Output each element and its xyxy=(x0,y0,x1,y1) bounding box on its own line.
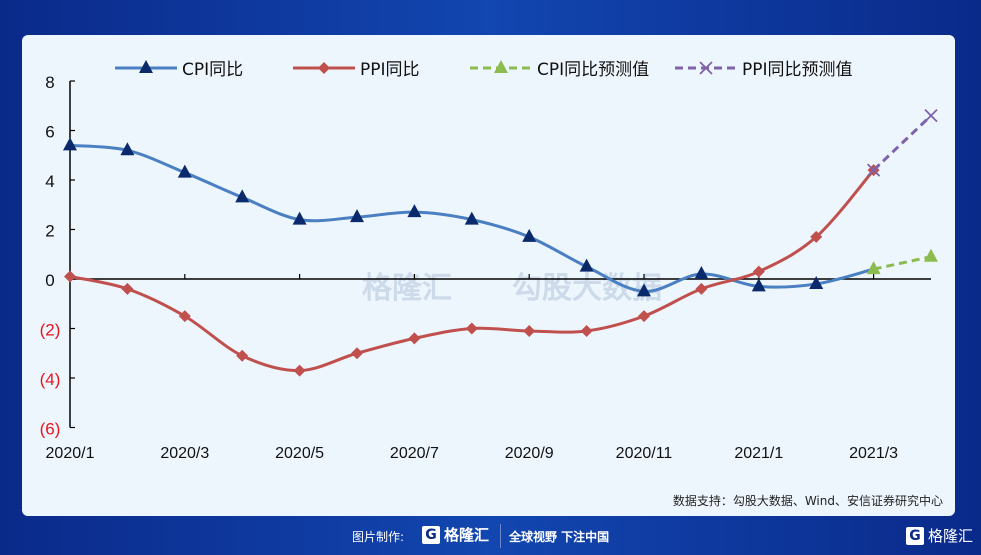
y-tick-label: 8 xyxy=(45,73,54,92)
x-tick-label: 2021/3 xyxy=(849,445,898,462)
data-point-0 xyxy=(350,209,364,223)
data-point-1 xyxy=(236,349,249,362)
y-tick-label: 6 xyxy=(45,123,54,142)
x-tick-label: 2020/11 xyxy=(616,445,673,462)
data-point-1 xyxy=(810,230,823,243)
y-tick-label: 2 xyxy=(45,222,54,241)
y-tick-label: (2) xyxy=(40,321,61,340)
data-point-1 xyxy=(178,310,191,323)
source-note: 数据支持：勾股大数据、Wind、安信证券研究中心 xyxy=(672,494,943,508)
g-logo-icon: G xyxy=(422,525,440,544)
x-tick-label: 2020/3 xyxy=(160,445,209,462)
data-point-0 xyxy=(694,266,709,280)
data-point-0 xyxy=(63,137,77,151)
data-point-2 xyxy=(866,261,881,275)
data-point-1 xyxy=(465,322,478,335)
data-point-0 xyxy=(120,142,135,156)
watermark-brand: 格隆汇 xyxy=(362,271,452,306)
y-tick-label: 4 xyxy=(45,172,54,191)
data-point-0 xyxy=(579,258,594,272)
footer-logo: G 格隆汇 xyxy=(422,524,489,545)
legend-marker xyxy=(494,60,508,73)
footer-bar: 图片制作: G 格隆汇 全球视野 下注中国 G 格隆汇 xyxy=(0,516,981,555)
g-logo-icon: G xyxy=(905,526,924,545)
data-point-1 xyxy=(351,347,363,360)
x-tick-label: 2020/1 xyxy=(46,445,95,462)
data-point-1 xyxy=(580,324,593,337)
y-tick-label: (4) xyxy=(40,370,61,389)
data-point-0 xyxy=(235,189,250,203)
legend-label: PPI同比 xyxy=(360,60,420,80)
legend-marker xyxy=(139,60,153,73)
watermark-data-brand: 勾股大数据 xyxy=(512,271,662,306)
right-logo: G 格隆汇 xyxy=(905,525,973,546)
x-tick-label: 2021/1 xyxy=(734,445,783,462)
footer-logo-text: 格隆汇 xyxy=(444,526,490,544)
data-point-1 xyxy=(523,324,536,337)
data-point-1 xyxy=(695,282,708,295)
data-point-3 xyxy=(866,163,881,177)
slogan: 全球视野 下注中国 xyxy=(509,530,610,544)
data-point-0 xyxy=(292,211,307,225)
data-point-1 xyxy=(121,282,134,295)
credit-label: 图片制作: xyxy=(352,530,405,544)
y-tick-label: 0 xyxy=(45,271,54,290)
data-point-0 xyxy=(522,228,537,242)
data-point-0 xyxy=(751,278,766,292)
x-tick-label: 2020/9 xyxy=(505,445,554,462)
data-point-1 xyxy=(408,332,421,345)
right-logo-text: 格隆汇 xyxy=(927,527,973,545)
data-point-0 xyxy=(809,275,824,289)
data-point-1 xyxy=(638,310,650,323)
series-line-2 xyxy=(873,255,932,271)
legend-label: CPI同比 xyxy=(182,60,243,80)
legend-label: CPI同比预测值 xyxy=(537,60,649,80)
data-point-0 xyxy=(177,164,192,178)
data-point-1 xyxy=(64,270,76,283)
data-point-0 xyxy=(637,283,651,297)
y-tick-label: (6) xyxy=(40,420,61,439)
legend-marker xyxy=(318,62,330,74)
legend-marker xyxy=(699,61,713,75)
legend-label: PPI同比预测值 xyxy=(742,60,853,80)
x-tick-label: 2020/5 xyxy=(275,445,324,462)
series-line-3 xyxy=(872,114,933,172)
chart-card xyxy=(22,35,955,516)
data-point-1 xyxy=(752,265,765,278)
data-point-1 xyxy=(293,364,306,377)
data-point-0 xyxy=(407,204,422,218)
data-point-0 xyxy=(464,211,479,225)
data-point-2 xyxy=(924,248,938,262)
x-tick-label: 2020/7 xyxy=(390,445,439,462)
divider xyxy=(500,524,501,548)
data-point-3 xyxy=(924,109,938,123)
series-line-1 xyxy=(69,169,875,373)
